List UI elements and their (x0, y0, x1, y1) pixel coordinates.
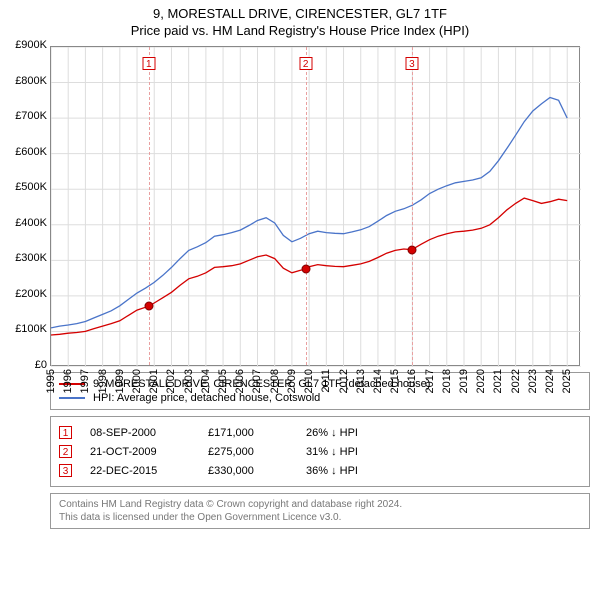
y-tick-label: £300K (15, 252, 47, 264)
titles: 9, MORESTALL DRIVE, CIRENCESTER, GL7 1TF… (0, 0, 600, 38)
sale-row: 1 08-SEP-2000 £171,000 26% ↓ HPI (59, 423, 581, 442)
x-tick-label: 2024 (544, 369, 556, 393)
sale-dot (301, 265, 310, 274)
legend-label: HPI: Average price, detached house, Cots… (93, 392, 320, 404)
x-tick-label: 2012 (338, 369, 350, 393)
x-tick-label: 2004 (200, 369, 212, 393)
sale-diff: 36% ↓ HPI (306, 465, 358, 477)
footer-line: This data is licensed under the Open Gov… (59, 511, 581, 524)
footer-attribution: Contains HM Land Registry data © Crown c… (50, 493, 590, 529)
sale-row: 2 21-OCT-2009 £275,000 31% ↓ HPI (59, 442, 581, 461)
x-tick-label: 2009 (286, 369, 298, 393)
y-tick-label: £400K (15, 217, 47, 229)
sale-price: £275,000 (208, 446, 288, 458)
sale-dot (144, 302, 153, 311)
y-tick-label: £100K (15, 323, 47, 335)
x-tick-label: 2016 (406, 369, 418, 393)
title-sub: Price paid vs. HM Land Registry's House … (0, 23, 600, 38)
y-tick-label: £800K (15, 75, 47, 87)
y-tick-label: £200K (15, 288, 47, 300)
sale-vline (149, 47, 150, 365)
x-tick-label: 1996 (62, 369, 74, 393)
x-tick-label: 2013 (355, 369, 367, 393)
x-tick-label: 2003 (183, 369, 195, 393)
x-tick-label: 2001 (148, 369, 160, 393)
x-tick-label: 2008 (269, 369, 281, 393)
title-address: 9, MORESTALL DRIVE, CIRENCESTER, GL7 1TF (0, 6, 600, 21)
x-tick-label: 2002 (165, 369, 177, 393)
x-tick-label: 1995 (45, 369, 57, 393)
footer-line: Contains HM Land Registry data © Crown c… (59, 498, 581, 511)
x-tick-label: 2006 (234, 369, 246, 393)
x-tick-label: 2025 (561, 369, 573, 393)
sale-dot (407, 245, 416, 254)
x-tick-label: 2015 (389, 369, 401, 393)
sale-price: £330,000 (208, 465, 288, 477)
sale-marker-box: 1 (142, 57, 155, 70)
y-tick-label: £500K (15, 181, 47, 193)
x-tick-label: 2021 (492, 369, 504, 393)
y-tick-label: £900K (15, 39, 47, 51)
x-tick-label: 2007 (251, 369, 263, 393)
sale-marker-icon: 3 (59, 464, 72, 477)
plot-area: £0£100K£200K£300K£400K£500K£600K£700K£80… (50, 46, 580, 366)
x-tick-label: 1998 (97, 369, 109, 393)
sale-date: 21-OCT-2009 (90, 446, 190, 458)
sale-vline (306, 47, 307, 365)
x-tick-label: 1999 (114, 369, 126, 393)
y-tick-label: £600K (15, 146, 47, 158)
x-tick-label: 1997 (79, 369, 91, 393)
x-tick-label: 2017 (424, 369, 436, 393)
sale-marker-box: 2 (299, 57, 312, 70)
plot-svg (51, 47, 581, 367)
sale-marker-box: 3 (405, 57, 418, 70)
y-tick-label: £700K (15, 110, 47, 122)
x-tick-label: 2019 (458, 369, 470, 393)
x-tick-label: 2005 (217, 369, 229, 393)
x-tick-label: 2018 (441, 369, 453, 393)
sale-diff: 31% ↓ HPI (306, 446, 358, 458)
sale-marker-icon: 2 (59, 445, 72, 458)
sale-marker-icon: 1 (59, 426, 72, 439)
sale-date: 08-SEP-2000 (90, 427, 190, 439)
x-tick-label: 2022 (510, 369, 522, 393)
sale-row: 3 22-DEC-2015 £330,000 36% ↓ HPI (59, 461, 581, 480)
sale-date: 22-DEC-2015 (90, 465, 190, 477)
x-tick-label: 2000 (131, 369, 143, 393)
sale-diff: 26% ↓ HPI (306, 427, 358, 439)
x-tick-label: 2014 (372, 369, 384, 393)
x-tick-label: 2010 (303, 369, 315, 393)
x-tick-label: 2023 (527, 369, 539, 393)
x-tick-label: 2011 (320, 369, 332, 393)
legend-swatch (59, 397, 85, 399)
sale-vline (412, 47, 413, 365)
sales-table: 1 08-SEP-2000 £171,000 26% ↓ HPI 2 21-OCT-200… (50, 416, 590, 487)
sale-price: £171,000 (208, 427, 288, 439)
chart-container: 9, MORESTALL DRIVE, CIRENCESTER, GL7 1TF… (0, 0, 600, 529)
x-tick-label: 2020 (475, 369, 487, 393)
